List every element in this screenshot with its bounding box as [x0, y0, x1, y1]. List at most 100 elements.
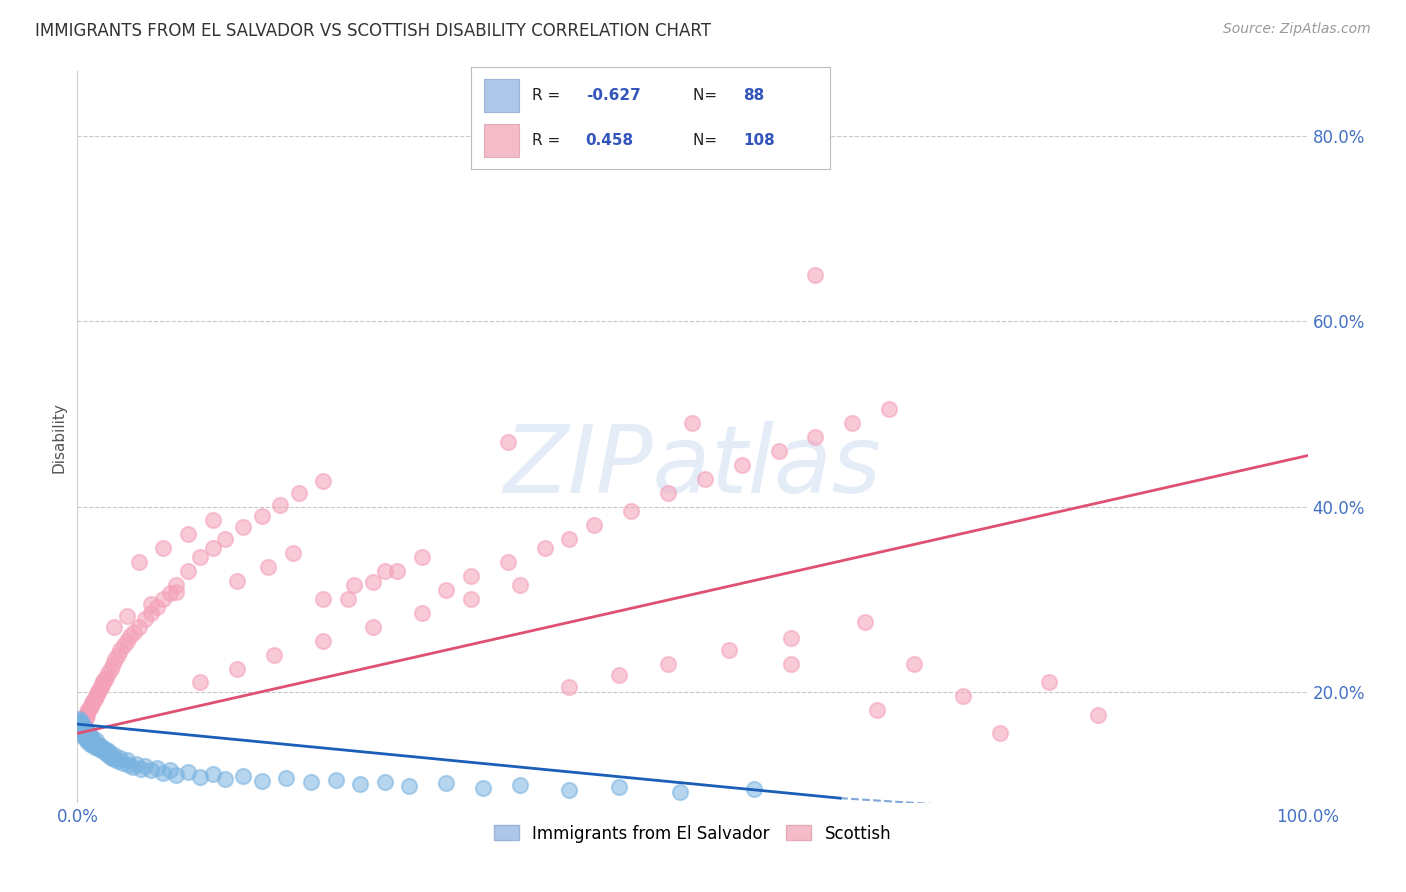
- Point: [188, 550, 212, 565]
- Point: [742, 781, 765, 796]
- Point: [80, 734, 103, 748]
- Point: [188, 675, 212, 690]
- Point: [91, 742, 114, 756]
- Point: [121, 760, 143, 774]
- Point: [129, 762, 153, 776]
- Point: [257, 559, 280, 574]
- Point: [77, 731, 100, 745]
- Y-axis label: Disability: Disability: [51, 401, 66, 473]
- Point: [69, 714, 91, 729]
- Legend: Immigrants from El Salvador, Scottish: Immigrants from El Salvador, Scottish: [486, 818, 898, 849]
- Point: [312, 474, 335, 488]
- Point: [159, 764, 181, 778]
- Point: [411, 550, 433, 565]
- Point: [152, 592, 174, 607]
- Point: [94, 671, 117, 685]
- Point: [101, 751, 124, 765]
- Text: IMMIGRANTS FROM EL SALVADOR VS SCOTTISH DISABILITY CORRELATION CHART: IMMIGRANTS FROM EL SALVADOR VS SCOTTISH …: [35, 22, 711, 40]
- Point: [841, 416, 863, 430]
- Point: [86, 687, 108, 701]
- Point: [76, 724, 98, 739]
- Point: [107, 648, 129, 662]
- Point: [76, 733, 98, 747]
- Point: [693, 472, 716, 486]
- Point: [72, 714, 94, 729]
- Point: [91, 675, 114, 690]
- Point: [780, 631, 803, 645]
- Point: [903, 657, 925, 671]
- Point: [226, 661, 249, 675]
- Text: 108: 108: [744, 133, 775, 148]
- Point: [804, 430, 827, 444]
- Text: Source: ZipAtlas.com: Source: ZipAtlas.com: [1223, 22, 1371, 37]
- Point: [79, 732, 101, 747]
- Point: [67, 726, 90, 740]
- Point: [70, 717, 93, 731]
- Point: [82, 739, 104, 753]
- Point: [70, 722, 93, 736]
- Point: [104, 652, 127, 666]
- Text: R =: R =: [531, 87, 565, 103]
- Point: [337, 592, 360, 607]
- Point: [83, 692, 105, 706]
- Point: [374, 565, 396, 579]
- Point: [682, 416, 704, 430]
- Point: [657, 657, 679, 671]
- Point: [214, 532, 236, 546]
- Point: [125, 756, 148, 771]
- Point: [80, 730, 103, 744]
- Point: [96, 743, 118, 757]
- Point: [77, 726, 100, 740]
- Point: [122, 624, 145, 639]
- Point: [107, 754, 129, 768]
- Point: [201, 767, 224, 781]
- Point: [460, 592, 482, 607]
- Point: [496, 434, 519, 449]
- Text: R =: R =: [531, 133, 565, 148]
- Point: [411, 606, 433, 620]
- Point: [768, 444, 790, 458]
- Point: [558, 782, 581, 797]
- Point: [853, 615, 876, 630]
- Point: [177, 527, 200, 541]
- Point: [101, 657, 124, 671]
- Point: [79, 738, 101, 752]
- Point: [67, 713, 90, 727]
- Point: [118, 757, 141, 772]
- Point: [496, 555, 519, 569]
- Point: [141, 597, 163, 611]
- Point: [70, 720, 93, 734]
- Point: [69, 719, 91, 733]
- Point: [361, 575, 384, 590]
- Point: [115, 633, 138, 648]
- Point: [79, 701, 101, 715]
- Point: [128, 620, 150, 634]
- Point: [93, 673, 115, 687]
- Point: [159, 585, 181, 599]
- Point: [436, 776, 458, 790]
- Point: [141, 764, 163, 778]
- Point: [97, 747, 120, 762]
- Point: [165, 578, 187, 592]
- Point: [1087, 707, 1109, 722]
- Point: [67, 722, 90, 736]
- Point: [84, 732, 107, 747]
- Point: [558, 532, 581, 546]
- Point: [75, 711, 97, 725]
- Point: [73, 730, 96, 744]
- FancyBboxPatch shape: [484, 79, 519, 112]
- Point: [879, 402, 901, 417]
- Point: [780, 657, 803, 671]
- Point: [558, 680, 581, 694]
- Point: [87, 741, 110, 756]
- Point: [67, 717, 90, 731]
- Point: [146, 599, 169, 614]
- Point: [115, 753, 138, 767]
- Point: [87, 684, 110, 698]
- Point: [73, 713, 96, 727]
- Point: [804, 268, 827, 282]
- Point: [385, 565, 409, 579]
- Point: [70, 728, 93, 742]
- Point: [201, 541, 224, 556]
- Point: [103, 620, 125, 634]
